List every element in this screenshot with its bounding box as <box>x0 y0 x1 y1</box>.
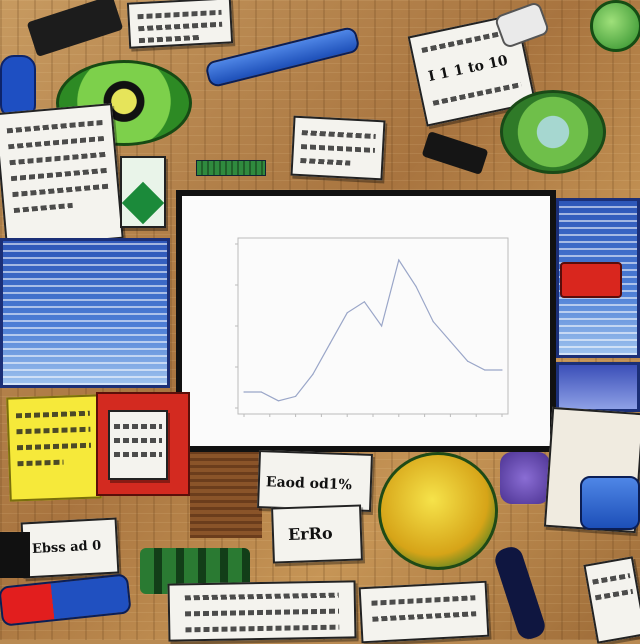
top-left-note <box>126 0 234 49</box>
data-point <box>432 321 434 323</box>
chart-area <box>182 196 550 446</box>
red-device <box>560 262 622 298</box>
red-folder <box>96 392 190 496</box>
data-point <box>277 400 279 402</box>
data-point <box>363 301 365 303</box>
yellow-lemon <box>378 452 498 570</box>
left-blue-poster <box>0 238 170 388</box>
plot-frame <box>237 237 509 415</box>
green-ruler <box>196 160 266 176</box>
data-point <box>381 325 383 327</box>
data-point <box>346 312 348 314</box>
green-round-object <box>500 90 606 174</box>
data-point <box>484 369 486 371</box>
center-note-text: Eaod od1% <box>265 474 353 494</box>
yellow-sticky-note <box>6 394 102 502</box>
data-point <box>312 373 314 375</box>
data-point <box>260 391 262 393</box>
center-small-note <box>290 115 386 181</box>
bottom-left-note: Ebss ad 0 <box>20 517 120 579</box>
data-point <box>501 369 503 371</box>
right-blue-poster-lower <box>556 362 640 412</box>
line-chart <box>235 237 509 417</box>
top-right-note-text: I 1 1 to 10 <box>426 52 510 86</box>
left-papers <box>0 103 124 249</box>
data-point <box>398 259 400 261</box>
blue-handle <box>0 55 36 119</box>
purple-flowers <box>500 452 550 504</box>
data-point <box>449 340 451 342</box>
data-point <box>243 391 245 393</box>
bottom-note-2 <box>358 580 490 644</box>
bottom-left-note-text: Ebss ad 0 <box>31 538 102 557</box>
center-right-note-text: ErRo <box>287 523 333 545</box>
data-point <box>415 285 417 287</box>
chart-board <box>176 190 556 452</box>
black-device <box>0 532 30 578</box>
green-card <box>120 156 166 228</box>
center-note: Eaod od1% <box>257 450 373 512</box>
center-right-note: ErRo <box>271 504 363 564</box>
data-point <box>295 395 297 397</box>
bottom-note-1 <box>167 580 357 642</box>
series-line <box>244 258 502 402</box>
blue-cup <box>580 476 640 530</box>
brown-wood-block <box>190 452 262 538</box>
green-ball <box>590 0 640 52</box>
data-point <box>329 343 331 345</box>
data-point <box>467 360 469 362</box>
